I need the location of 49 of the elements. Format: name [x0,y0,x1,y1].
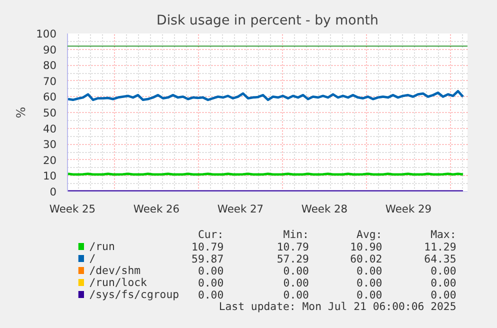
text: 0.00 [430,288,456,302]
text: Max: [430,228,456,241]
legend-label: /run [89,240,115,253]
x-tick-label: Week 28 [301,202,348,216]
text: 0.00 [283,276,309,290]
text: 0.00 [356,276,382,290]
text: 57.29 [276,252,309,266]
chart-title: Disk usage in percent - by month [156,14,378,28]
y-axis-title: % [14,106,28,118]
y-tick-label: 20 [42,154,57,167]
text: 10.79 [276,240,309,254]
y-tick-label: 50 [42,106,57,120]
y-tick-label: 30 [42,138,57,152]
y-tick-label: 10 [42,170,57,183]
y-tick-label: 40 [42,122,57,136]
y-tick-label: 70 [42,74,57,88]
text: 10.90 [350,240,382,254]
text: 11.29 [424,240,456,254]
text: 0.00 [198,288,224,302]
legend-label: / [89,252,96,265]
y-tick-label: 100 [36,28,57,40]
x-tick-label: Week 26 [133,202,180,216]
legend-label: /dev/shm [89,264,141,277]
text: 0.00 [356,288,382,302]
text: 59.87 [192,252,224,266]
text: Min: [283,228,309,241]
y-tick-label: 90 [42,43,57,56]
x-tick-label: Week 25 [49,202,96,216]
text: Cur: [198,228,224,241]
text: 0.00 [430,264,456,278]
text: Last update: Mon Jul 21 06:00:06 2025 [218,300,456,313]
legend-label: /sys/fs/cgroup [89,288,180,301]
text: 0.00 [430,276,456,290]
line-series [68,90,464,102]
x-tick-label: Week 29 [385,202,432,216]
x-tick-label: Week 27 [217,202,264,216]
y-tick-label: 0 [50,186,57,198]
text: 0.00 [198,264,224,278]
text: 0.00 [356,264,382,278]
y-tick-label: 60 [42,90,57,104]
text: Avg: [356,228,382,241]
text: 10.79 [192,240,224,254]
y-tick-label: 80 [42,59,57,72]
text: 0.00 [283,288,309,302]
text: 60.02 [350,252,382,266]
text: 0.00 [198,276,224,290]
text: 0.00 [283,264,309,278]
legend-label: /run/lock [89,276,148,289]
text: 64.35 [424,252,456,266]
